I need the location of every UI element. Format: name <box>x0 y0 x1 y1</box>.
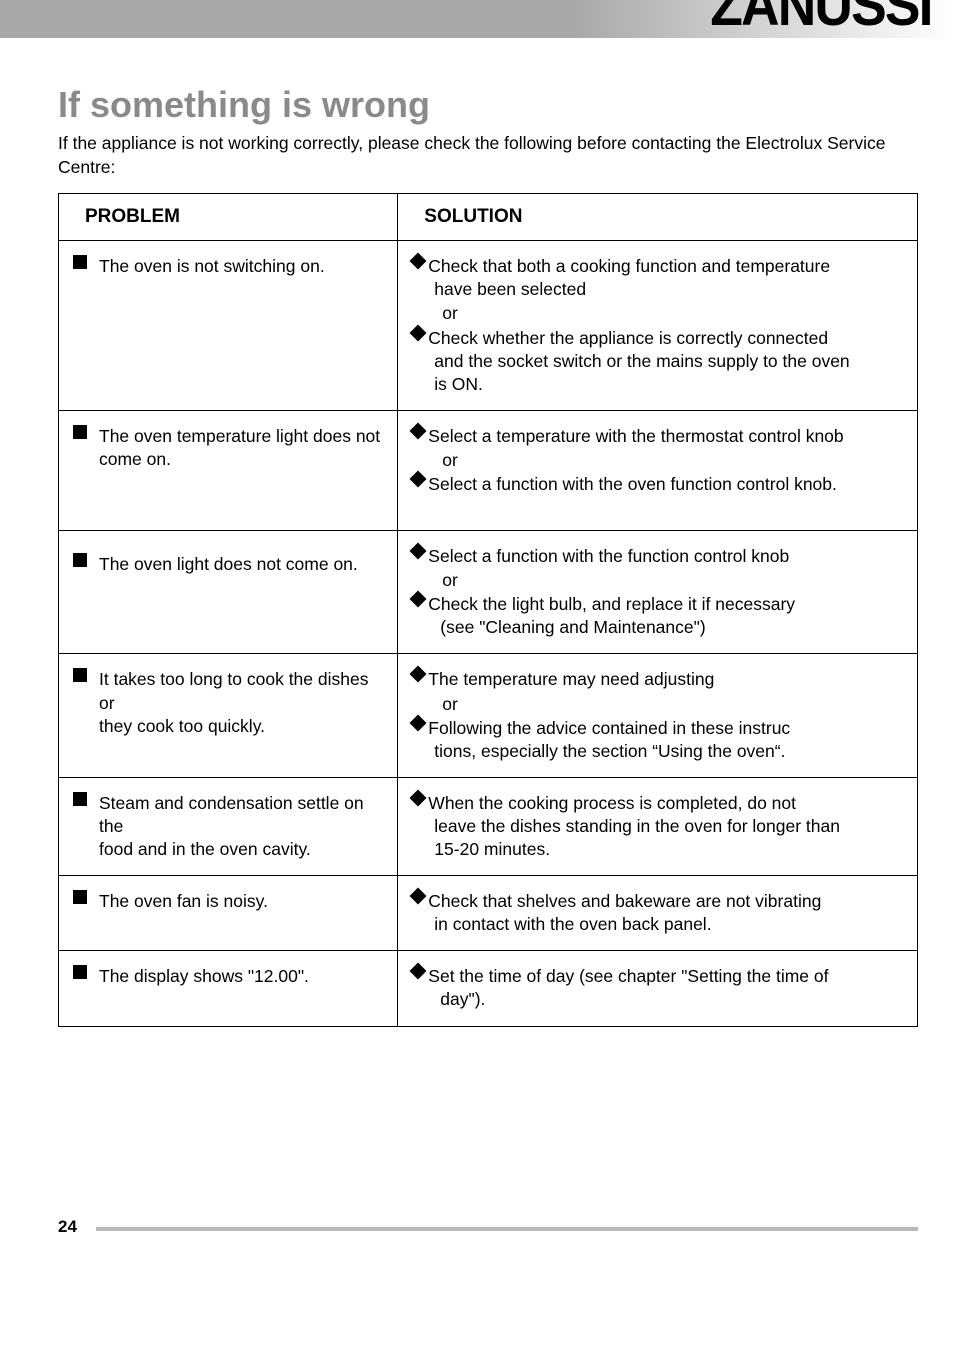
col-header-problem: PROBLEM <box>59 194 398 241</box>
square-bullet-icon <box>73 255 87 269</box>
problem-cell: The oven fan is noisy. <box>59 876 398 951</box>
solution-text: and the socket switch or the mains suppl… <box>412 350 903 373</box>
diamond-bullet-icon <box>410 471 427 488</box>
solution-text: When the cooking process is completed, d… <box>428 792 903 815</box>
diamond-bullet-icon <box>410 422 427 439</box>
diamond-bullet-icon <box>410 324 427 341</box>
brand-logo: ZANUSSI <box>711 0 932 39</box>
table-header-row: PROBLEM SOLUTION <box>59 194 918 241</box>
table-row: It takes too long to cook the dishes or … <box>59 654 918 777</box>
col-header-solution: SOLUTION <box>398 194 918 241</box>
footer-divider <box>96 1227 918 1231</box>
square-bullet-icon <box>73 425 87 439</box>
problem-text: The oven is not switching on. <box>99 255 387 278</box>
square-bullet-icon <box>73 890 87 904</box>
solution-text: Check whether the appliance is correctly… <box>428 327 903 350</box>
solution-cell: When the cooking process is completed, d… <box>398 777 918 875</box>
page-content: If something is wrong If the appliance i… <box>0 84 954 1027</box>
problem-cell: The oven is not switching on. <box>59 241 398 411</box>
solution-text: is ON. <box>412 373 903 396</box>
table-row: The oven temperature light does not come… <box>59 410 918 530</box>
diamond-bullet-icon <box>410 591 427 608</box>
solution-text: tions, especially the section “Using the… <box>412 740 903 763</box>
page-title: If something is wrong <box>58 84 918 126</box>
solution-text: Set the time of day (see chapter "Settin… <box>428 965 903 988</box>
problem-text: Steam and condensation settle on the <box>99 793 364 836</box>
problem-text: food and in the oven cavity. <box>99 839 311 859</box>
solution-text: 15-20 minutes. <box>412 838 903 861</box>
table-row: The oven light does not come on. Select … <box>59 531 918 654</box>
square-bullet-icon <box>73 965 87 979</box>
problem-cell: The oven temperature light does not come… <box>59 410 398 530</box>
problem-cell: The oven light does not come on. <box>59 531 398 654</box>
solution-text: Check the light bulb, and replace it if … <box>428 593 903 616</box>
diamond-bullet-icon <box>410 543 427 560</box>
square-bullet-icon <box>73 668 87 682</box>
problem-text: The oven light does not come on. <box>99 553 387 576</box>
solution-cell: Check that shelves and bakeware are not … <box>398 876 918 951</box>
solution-text: Select a function with the oven function… <box>428 473 903 496</box>
diamond-bullet-icon <box>410 666 427 683</box>
problem-cell: Steam and condensation settle on the foo… <box>59 777 398 875</box>
diamond-bullet-icon <box>410 253 427 270</box>
problem-text: It takes too long to cook the dishes or <box>99 669 368 712</box>
square-bullet-icon <box>73 553 87 567</box>
solution-cell: Set the time of day (see chapter "Settin… <box>398 951 918 1026</box>
diamond-bullet-icon <box>410 963 427 980</box>
solution-cell: The temperature may need adjusting or Fo… <box>398 654 918 777</box>
or-text: or <box>412 449 903 472</box>
page-number: 24 <box>58 1217 77 1236</box>
or-text: or <box>412 693 903 716</box>
solution-cell: Select a function with the function cont… <box>398 531 918 654</box>
diamond-bullet-icon <box>410 789 427 806</box>
table-row: The display shows "12.00". Set the time … <box>59 951 918 1026</box>
solution-text: Check that shelves and bakeware are not … <box>428 890 903 913</box>
solution-text: (see "Cleaning and Maintenance") <box>412 616 903 639</box>
problem-text: The oven fan is noisy. <box>99 890 387 913</box>
problem-text: come on. <box>99 449 171 469</box>
solution-text: Following the advice contained in these … <box>428 717 903 740</box>
or-text: or <box>412 569 903 592</box>
problem-text: they cook too quickly. <box>99 716 265 736</box>
page-footer: 24 <box>0 1217 954 1261</box>
solution-text: leave the dishes standing in the oven fo… <box>412 815 903 838</box>
solution-text: The temperature may need adjusting <box>428 668 903 691</box>
table-row: The oven is not switching on. Check that… <box>59 241 918 411</box>
solution-text: Select a temperature with the thermostat… <box>428 425 903 448</box>
diamond-bullet-icon <box>410 888 427 905</box>
solution-text: have been selected <box>412 278 903 301</box>
problem-cell: It takes too long to cook the dishes or … <box>59 654 398 777</box>
or-text: or <box>412 302 903 325</box>
table-row: Steam and condensation settle on the foo… <box>59 777 918 875</box>
diamond-bullet-icon <box>410 714 427 731</box>
troubleshoot-table: PROBLEM SOLUTION The oven is not switchi… <box>58 193 918 1026</box>
table-row: The oven fan is noisy. Check that shelve… <box>59 876 918 951</box>
problem-text: The oven temperature light does not <box>99 426 380 446</box>
problem-cell: The display shows "12.00". <box>59 951 398 1026</box>
solution-text: Select a function with the function cont… <box>428 545 903 568</box>
square-bullet-icon <box>73 792 87 806</box>
solution-text: in contact with the oven back panel. <box>412 913 903 936</box>
solution-cell: Check that both a cooking function and t… <box>398 241 918 411</box>
intro-text: If the appliance is not working correctl… <box>58 132 918 179</box>
solution-cell: Select a temperature with the thermostat… <box>398 410 918 530</box>
problem-text: The display shows "12.00". <box>99 965 387 988</box>
solution-text: Check that both a cooking function and t… <box>428 255 903 278</box>
solution-text: day"). <box>412 988 903 1011</box>
